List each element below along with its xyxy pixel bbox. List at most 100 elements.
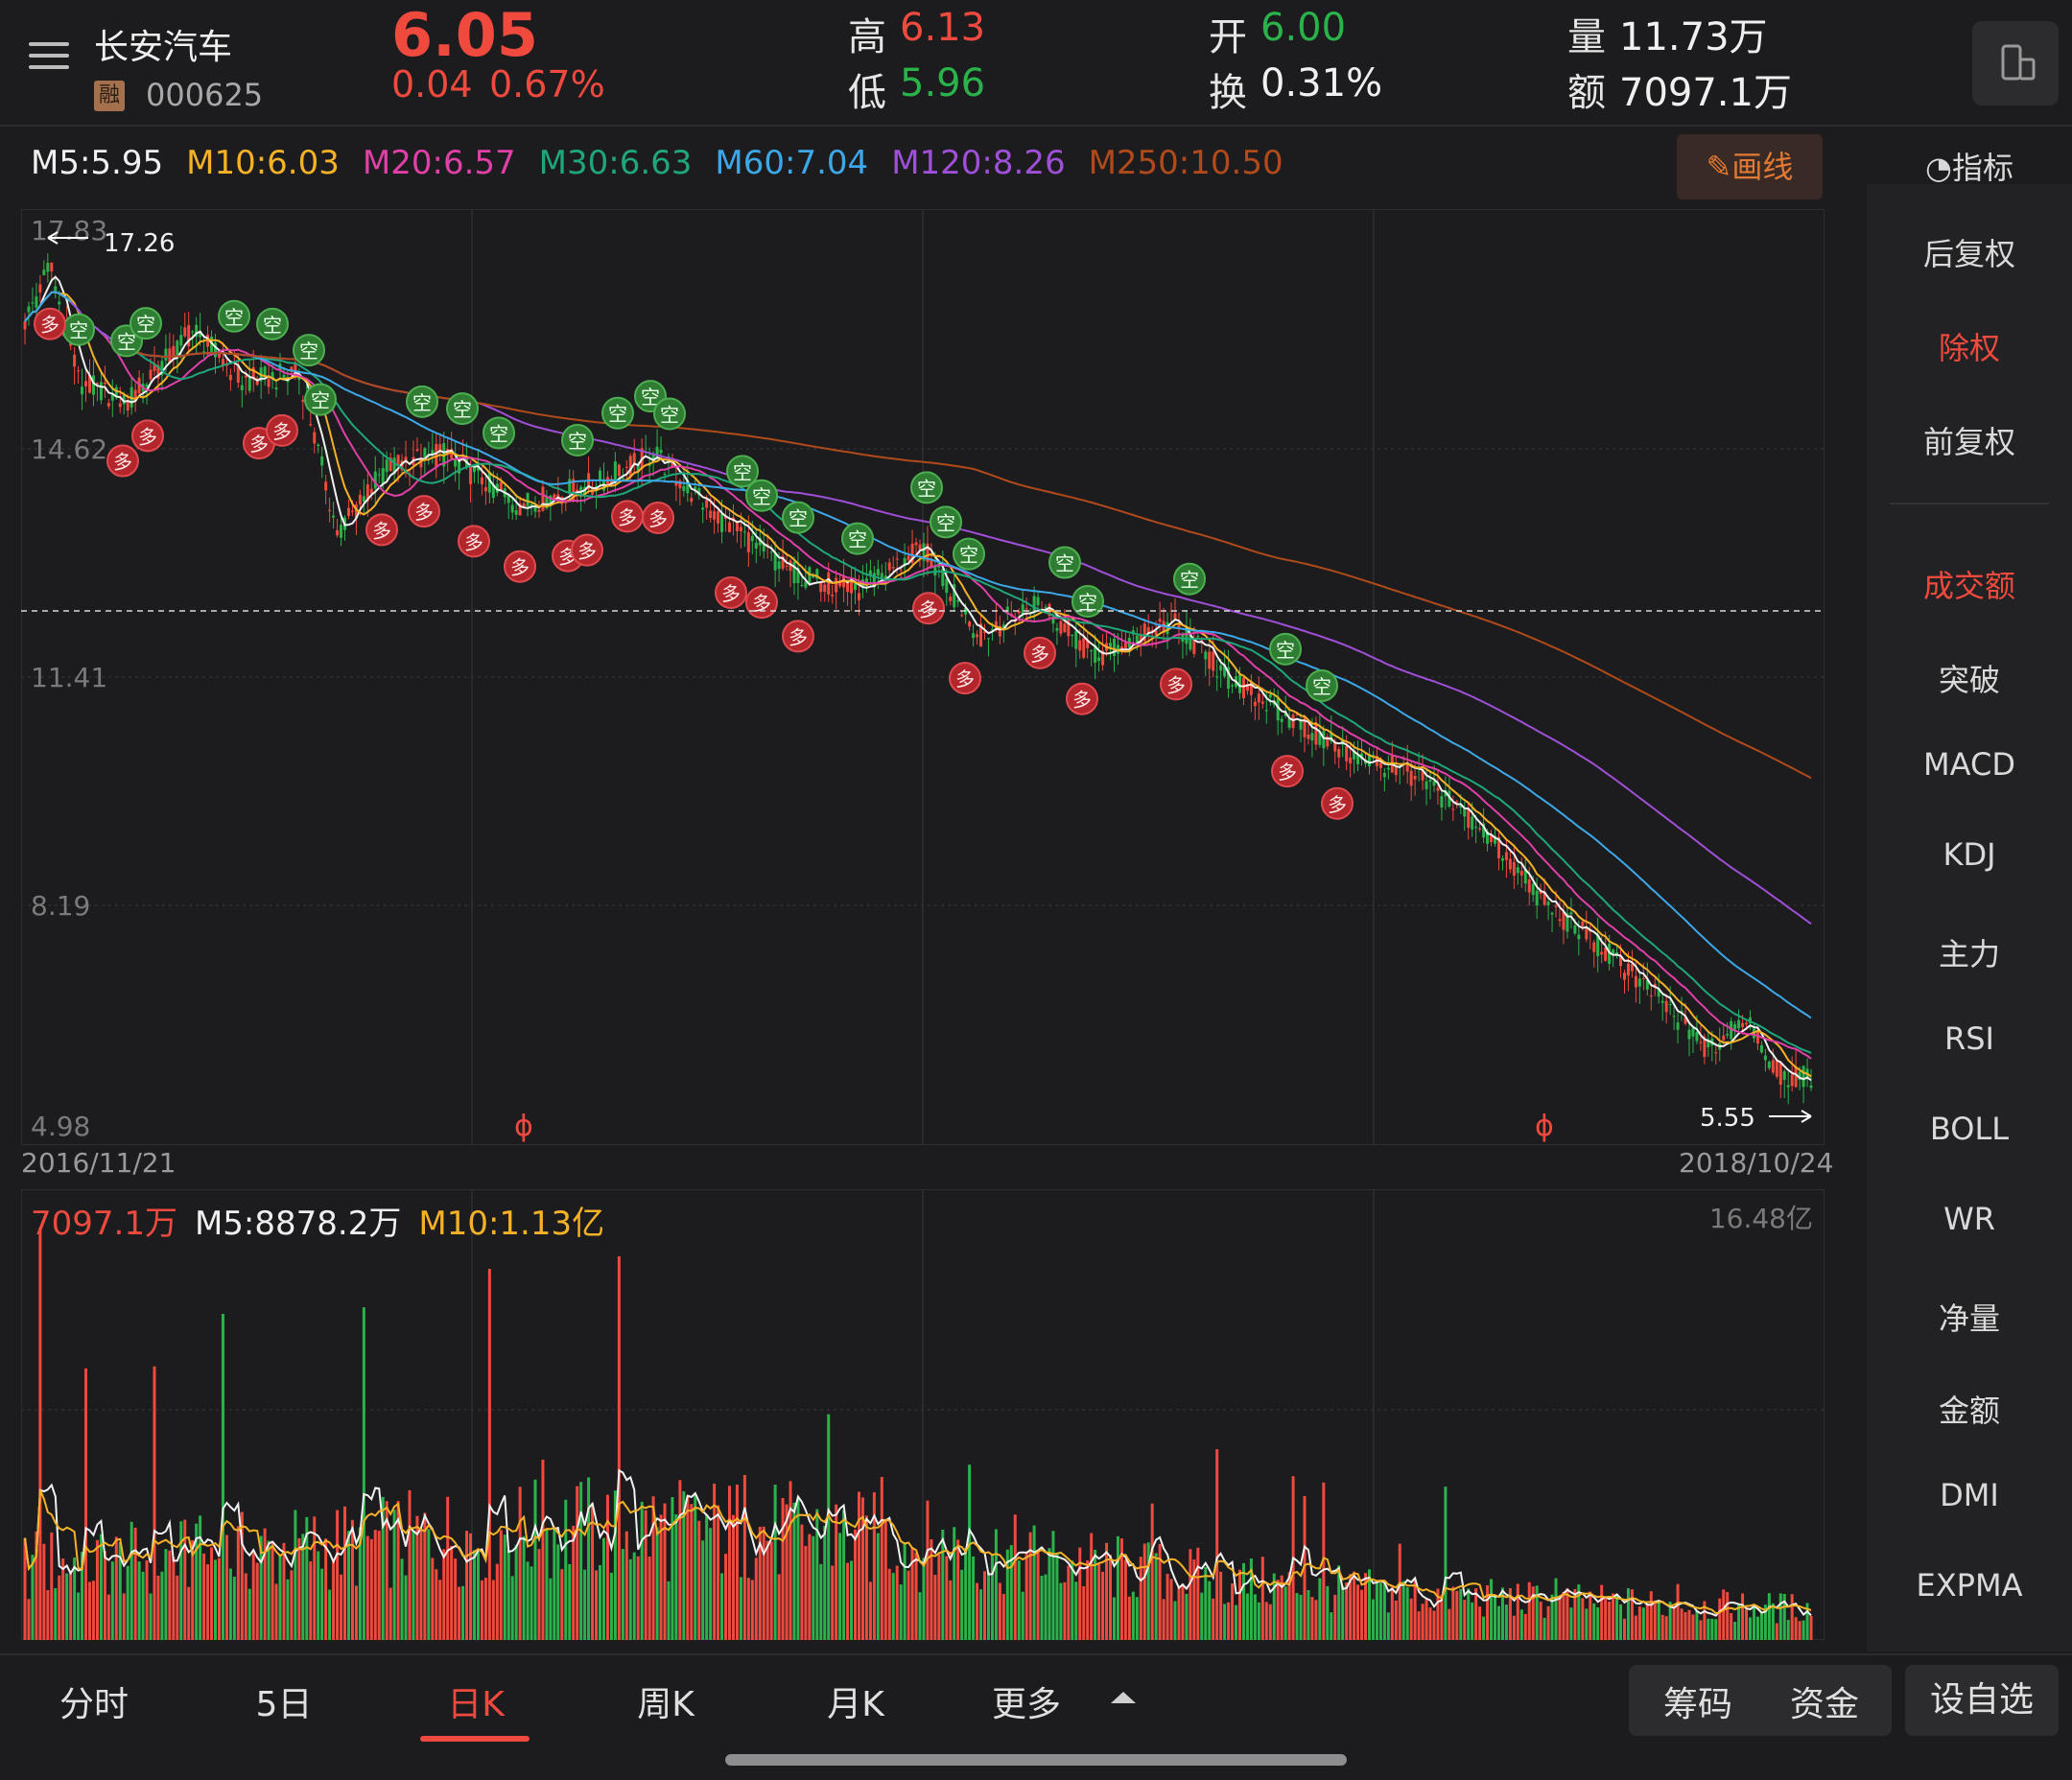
indicator-item[interactable]: DMI — [1940, 1477, 1999, 1513]
tab-monthly-k[interactable]: 月K — [827, 1685, 884, 1724]
volume-bar — [1390, 1586, 1394, 1640]
indicator-item[interactable]: 前复权 — [1922, 424, 2015, 460]
volume-bar — [1596, 1607, 1600, 1640]
volume-bar — [153, 1366, 156, 1640]
volume-bar — [644, 1510, 648, 1640]
rotate-screen-button[interactable] — [1972, 21, 2059, 105]
candle-body — [682, 485, 686, 491]
menu-icon[interactable] — [29, 35, 69, 77]
indicator-item[interactable]: 后复权 — [1922, 236, 2015, 272]
volume-bar — [750, 1580, 754, 1640]
candle-body — [84, 381, 88, 386]
candle-body — [910, 543, 914, 563]
svg-text:多: 多 — [721, 582, 741, 605]
volume-bar — [1009, 1545, 1013, 1640]
volume-chart[interactable]: 16.48亿 — [21, 1189, 1825, 1640]
low-value: 5.96 — [900, 61, 986, 105]
volume-bar — [1192, 1559, 1196, 1640]
volume-bar — [690, 1504, 694, 1640]
volume-bar — [176, 1575, 179, 1640]
tab-intraday[interactable]: 分时 — [59, 1685, 129, 1724]
capital-button[interactable]: 资金 — [1789, 1685, 1859, 1724]
sell-signal-marker: 空 — [1071, 585, 1104, 619]
volume-bar — [1196, 1547, 1200, 1640]
volume-bar — [609, 1572, 613, 1640]
candle-body — [1459, 806, 1463, 808]
candle-body — [632, 453, 636, 464]
tab-5day[interactable]: 5日 — [255, 1685, 313, 1724]
indicator-item[interactable]: EXPMA — [1916, 1567, 2023, 1604]
volume-bar — [480, 1580, 483, 1640]
candle-body — [857, 593, 860, 600]
indicator-item[interactable]: 主力 — [1938, 936, 2000, 972]
add-watchlist-button[interactable]: 设自选 — [1905, 1665, 2059, 1736]
volume-bar — [1177, 1585, 1181, 1640]
candle-body — [1021, 604, 1024, 615]
volume-bar — [1353, 1571, 1356, 1640]
candle-body — [895, 558, 899, 560]
price-change: 0.04 — [391, 63, 473, 105]
svg-text:空: 空 — [568, 430, 587, 453]
candle-body — [883, 575, 887, 580]
indicator-item[interactable]: 净量 — [1938, 1300, 2000, 1337]
tab-weekly-k[interactable]: 周K — [637, 1685, 695, 1724]
tab-daily-k[interactable]: 日K — [447, 1685, 505, 1724]
volume-bar — [1318, 1578, 1322, 1640]
candle-body — [377, 474, 381, 476]
candle-body — [899, 569, 903, 571]
indicator-item[interactable]: KDJ — [1942, 836, 1996, 873]
volume-bar — [1394, 1600, 1398, 1640]
indicator-item[interactable]: BOLL — [1929, 1111, 2010, 1147]
tab-more[interactable]: 更多 — [991, 1685, 1061, 1724]
candle-body — [864, 578, 868, 586]
volume-bar — [1028, 1532, 1032, 1640]
indicator-item[interactable]: MACD — [1923, 746, 2015, 783]
kline-chart[interactable]: 空空空空空空空空空空 空空空空空空空空空空空 空空空空空多多多 多多多多多多多多多 多多… — [21, 209, 1825, 1145]
candle-body — [1424, 781, 1428, 789]
candle-body — [99, 382, 103, 401]
volume-bar — [438, 1580, 442, 1640]
candle-body — [247, 377, 251, 391]
indicator-item[interactable]: 金额 — [1938, 1393, 2000, 1429]
volume-bar — [686, 1495, 690, 1640]
indicator-item[interactable]: 成交额 — [1922, 568, 2015, 604]
volume-bar — [271, 1540, 274, 1640]
chips-button[interactable]: 筹码 — [1662, 1685, 1732, 1724]
volume-bar — [1550, 1594, 1554, 1640]
volume-bar — [1215, 1449, 1219, 1640]
volume-bar — [1805, 1603, 1809, 1640]
volume-bar — [850, 1560, 854, 1640]
volume-bar — [35, 1531, 38, 1640]
volume-bar — [918, 1592, 922, 1640]
volume-bar — [976, 1582, 979, 1640]
volume-bar — [1604, 1598, 1608, 1640]
candle-body — [769, 551, 773, 553]
y-top-tick: 17.83 — [31, 215, 107, 246]
indicator-item[interactable]: 突破 — [1938, 662, 2000, 698]
candle-body — [313, 432, 317, 444]
candle-body — [918, 544, 922, 550]
candle-body — [568, 479, 572, 494]
candle-body — [1094, 644, 1097, 664]
candle-body — [1630, 963, 1634, 972]
indicator-item[interactable]: 除权 — [1938, 330, 2000, 366]
candle-body — [1382, 773, 1386, 778]
svg-text:空: 空 — [224, 306, 244, 329]
candle-body — [122, 394, 126, 405]
candle-body — [1622, 972, 1626, 980]
draw-line-button[interactable]: ✎画线 — [1677, 134, 1823, 199]
indicator-item[interactable]: RSI — [1944, 1020, 1994, 1057]
indicator-header[interactable]: ◔指标 — [1867, 144, 2072, 188]
svg-text:空: 空 — [1180, 569, 1199, 592]
caret-up-icon[interactable] — [1109, 1688, 1138, 1707]
candle-body — [1367, 754, 1371, 767]
indicator-item[interactable]: WR — [1943, 1201, 1995, 1237]
volume-bar — [392, 1510, 396, 1640]
volume-bar — [1718, 1598, 1722, 1640]
candle-body — [294, 362, 297, 376]
volume-bar — [1478, 1606, 1482, 1640]
candle-body — [1353, 750, 1356, 760]
indicator-title: 指标 — [1951, 150, 2013, 186]
candle-body — [1405, 762, 1409, 772]
candle-body — [415, 449, 419, 452]
